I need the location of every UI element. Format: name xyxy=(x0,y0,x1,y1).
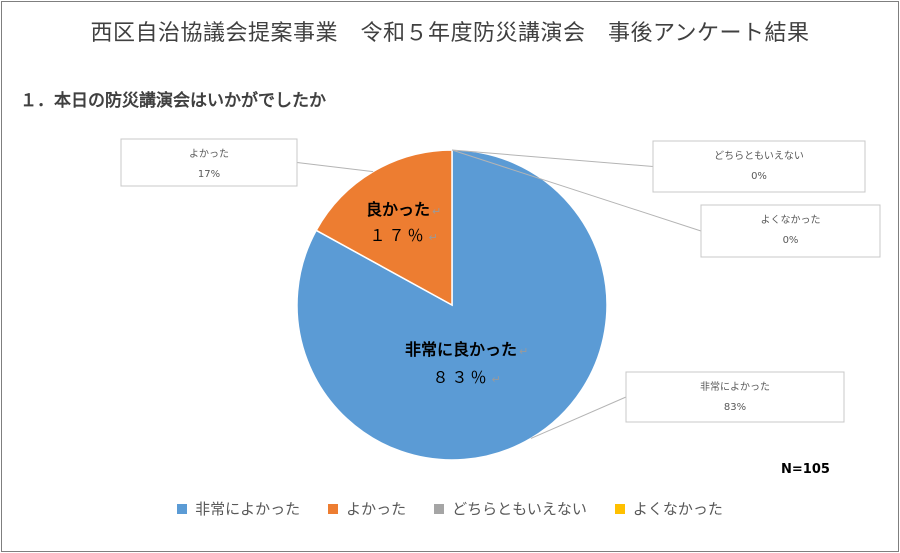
sample-size-label: N=105 xyxy=(781,462,830,477)
chart-legend: 非常によかった よかった どちらともいえない よくなかった xyxy=(0,498,900,519)
question-heading: １．本日の防災講演会はいかがでしたか xyxy=(20,91,326,111)
legend-label: よくなかった xyxy=(632,500,723,518)
legend-label: 非常によかった xyxy=(195,500,301,518)
return-mark-icon: ↵ xyxy=(492,373,501,386)
callout-category-label: よかった xyxy=(189,148,229,160)
slice-inside-percent: ８３％ xyxy=(432,368,489,387)
return-mark-icon: ↵ xyxy=(429,231,438,244)
callout-category-label: よくなかった xyxy=(761,214,821,226)
legend-item: よくなかった xyxy=(614,498,723,519)
callout-percent-label: 17% xyxy=(198,169,220,180)
return-mark-icon: ↵ xyxy=(432,205,441,218)
legend-label: よかった xyxy=(346,500,407,518)
callout-category-label: 非常によかった xyxy=(700,380,770,393)
callout-box-3 xyxy=(700,204,881,258)
callout-percent-label: 0% xyxy=(751,171,767,182)
legend-swatch-icon xyxy=(614,503,625,514)
callout-category-label: どちらともいえない xyxy=(714,150,804,162)
callout-box-0 xyxy=(625,371,845,423)
leader-line-1 xyxy=(296,162,374,173)
legend-item: よかった xyxy=(328,498,406,519)
callout-percent-label: 0% xyxy=(783,235,799,246)
legend-item: 非常によかった xyxy=(177,498,300,519)
legend-label: どちらともいえない xyxy=(452,500,587,518)
callout-box-1 xyxy=(120,138,298,187)
page-title: 西区自治協議会提案事業 令和５年度防災講演会 事後アンケート結果 xyxy=(90,21,810,46)
legend-item: どちらともいえない xyxy=(434,498,587,519)
legend-swatch-icon xyxy=(177,503,188,514)
legend-swatch-icon xyxy=(328,503,339,514)
return-mark-icon: ↵ xyxy=(519,345,528,358)
leader-line-0 xyxy=(530,396,627,439)
slice-inside-label: 良かった xyxy=(366,200,430,219)
slice-inside-label: 非常に良かった xyxy=(405,340,517,359)
leader-line-2 xyxy=(451,149,654,167)
legend-swatch-icon xyxy=(434,503,445,514)
callout-box-2 xyxy=(652,140,866,193)
slice-inside-percent: １７％ xyxy=(369,226,426,245)
leader-line-3 xyxy=(451,149,702,232)
callout-percent-label: 83% xyxy=(724,402,746,413)
